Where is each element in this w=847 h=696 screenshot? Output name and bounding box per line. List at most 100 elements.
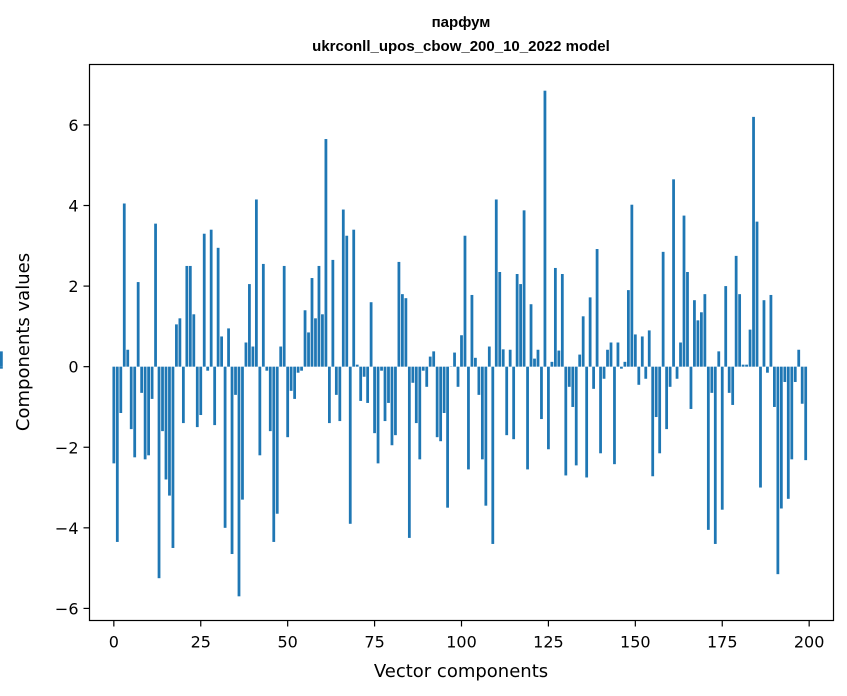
bar-105 [477, 366, 481, 395]
chart-subtitle: ukrconll_upos_cbow_200_10_2022 model [312, 38, 610, 55]
x-tick-label: 50 [277, 633, 297, 652]
bar-77 [380, 366, 383, 371]
bar-197 [797, 349, 801, 367]
bar-4 [126, 349, 130, 367]
bar-63 [331, 259, 335, 367]
bar-91 [428, 356, 432, 367]
bar-27 [206, 366, 210, 371]
bar-120 [529, 304, 533, 367]
bar-9 [143, 366, 147, 460]
x-tick-label: 25 [191, 633, 211, 652]
bar-34 [230, 366, 234, 555]
bar-88 [418, 366, 422, 460]
bar-90 [425, 366, 429, 387]
bar-36 [237, 366, 241, 597]
bar-26 [202, 233, 206, 367]
bar-78 [383, 366, 387, 422]
bar-13 [157, 366, 161, 579]
bar-106 [480, 366, 484, 460]
bar-100 [460, 335, 463, 367]
bar-69 [352, 229, 356, 367]
bar-81 [394, 366, 397, 436]
bar-94 [439, 366, 443, 442]
x-tick-label: 125 [533, 633, 564, 652]
bar-185 [755, 221, 759, 367]
bar-41 [254, 199, 258, 367]
bar-45 [268, 366, 272, 432]
bar-85 [407, 366, 411, 538]
bar-44 [265, 366, 269, 371]
bar-163 [679, 342, 682, 367]
bar-145 [616, 342, 620, 367]
bar-122 [536, 349, 540, 367]
bar-49 [282, 265, 286, 367]
bar-66 [341, 209, 345, 367]
bar-198 [800, 366, 804, 404]
bar-75 [373, 366, 376, 434]
bar-67 [345, 235, 349, 367]
bar-190 [773, 366, 776, 407]
bar-50 [286, 366, 290, 438]
bar-74 [369, 302, 373, 367]
bar-188 [766, 366, 769, 373]
bar-19 [178, 318, 182, 367]
bar-169 [700, 312, 703, 367]
x-axis-label: Vector components [374, 661, 548, 682]
bar-73 [366, 366, 370, 403]
bar-194 [786, 366, 790, 499]
bar-112 [501, 349, 505, 367]
bar-6 [133, 366, 137, 458]
bar-86 [411, 366, 415, 383]
bar-183 [748, 329, 752, 367]
bar-24 [195, 366, 199, 428]
bar-80 [390, 366, 394, 446]
bar-35 [234, 366, 237, 395]
bar-95 [442, 366, 446, 413]
bar-10 [147, 366, 150, 456]
bar-46 [272, 366, 276, 542]
bar-109 [491, 366, 495, 544]
bar-98 [453, 352, 456, 367]
bar-99 [456, 366, 460, 387]
bar-undefined [0, 351, 3, 367]
bar-48 [279, 346, 283, 367]
bar-146 [620, 366, 623, 369]
bar-55 [303, 310, 307, 367]
bar-147 [623, 361, 627, 367]
bar-118 [522, 210, 526, 367]
bar-153 [644, 366, 648, 379]
bar-166 [689, 366, 693, 409]
bar-149 [630, 204, 634, 367]
bar-14 [161, 366, 164, 432]
bar-135 [581, 316, 585, 367]
bar-1 [115, 366, 119, 542]
bar-192 [779, 366, 783, 509]
y-tick-label: 6 [68, 116, 78, 135]
bar-70 [355, 364, 359, 367]
bar-125 [547, 366, 550, 450]
bar-160 [668, 366, 672, 387]
bar-96 [446, 366, 449, 508]
bar-11 [150, 366, 154, 399]
bar-62 [328, 366, 331, 424]
bar-195 [790, 366, 794, 460]
bar-150 [633, 334, 637, 367]
bar-111 [498, 271, 502, 367]
x-tick-label: 75 [364, 633, 384, 652]
bar-21 [185, 265, 189, 367]
bar-22 [188, 265, 192, 367]
bar-7 [136, 282, 140, 367]
bar-65 [338, 366, 342, 422]
bar-84 [404, 298, 408, 367]
y-tick-label: 2 [68, 277, 78, 296]
bar-116 [515, 274, 519, 367]
bar-199 [804, 366, 808, 461]
x-tick-label: 0 [109, 633, 119, 652]
bar-143 [609, 342, 613, 367]
bar-170 [703, 294, 707, 367]
bar-16 [168, 366, 171, 496]
bar-182 [745, 364, 748, 367]
bar-177 [727, 366, 731, 393]
bar-56 [307, 332, 310, 367]
bar-3 [122, 203, 126, 367]
